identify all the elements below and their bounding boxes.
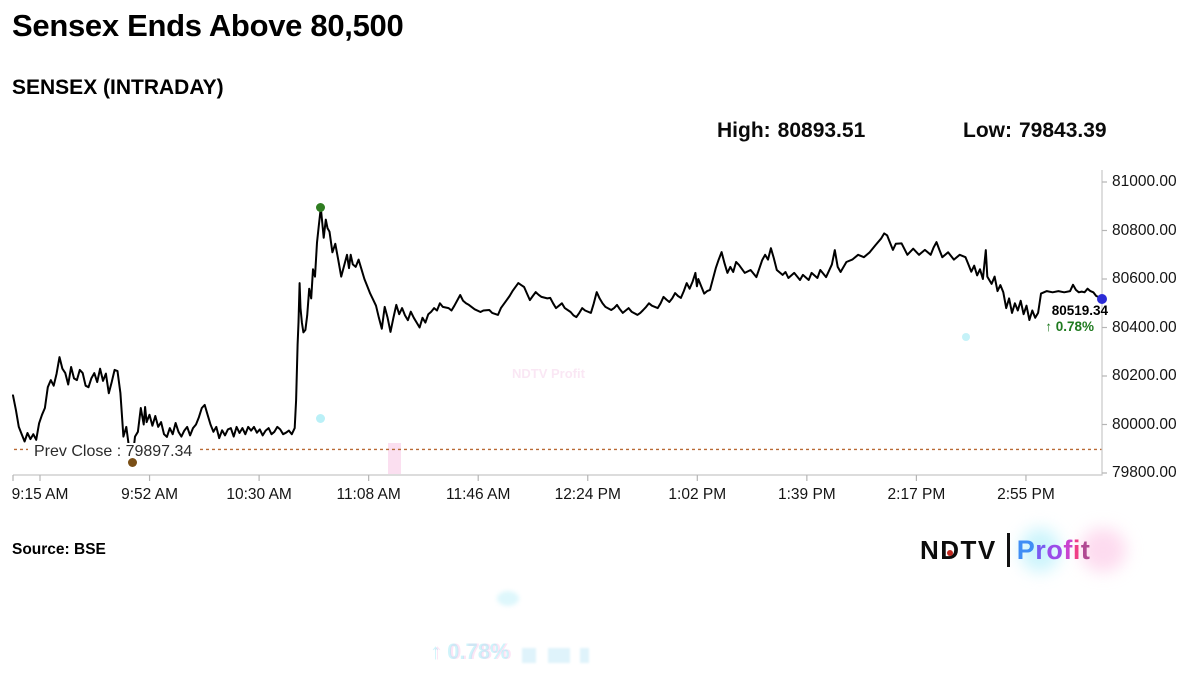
chart-subtitle: SENSEX (INTRADAY)	[12, 76, 224, 99]
x-axis-tick-label: 9:52 AM	[121, 486, 178, 503]
last-change-value: ↑ 0.78%	[1045, 318, 1094, 334]
ndtv-profit-logo: NDTV Profit	[920, 528, 1126, 572]
high-readout: High: 80893.51	[717, 119, 865, 143]
prev-close-label: Prev Close : 79897.34	[28, 443, 199, 461]
high-label: High:	[717, 119, 771, 142]
last-price-value: 80519.34	[1051, 303, 1108, 318]
low-value: 79843.39	[1018, 119, 1107, 142]
y-axis-tick-label: 80600.00	[1112, 270, 1177, 287]
x-axis-tick-label: 12:24 PM	[554, 486, 621, 503]
low-readout: Low: 79843.39	[963, 119, 1107, 143]
low-dot	[127, 457, 137, 467]
x-axis-tick-label: 10:30 AM	[226, 486, 292, 503]
logo-separator-bar	[1006, 533, 1010, 567]
page-title: Sensex Ends Above 80,500	[12, 8, 404, 43]
x-axis-tick-label: 2:17 PM	[887, 486, 946, 503]
high-value: 80893.51	[777, 119, 866, 142]
low-label: Low:	[963, 119, 1012, 142]
x-axis-tick-label: 11:46 AM	[446, 486, 511, 503]
y-axis-tick-label: 80800.00	[1112, 221, 1177, 239]
x-axis-tick-label: 2:55 PM	[997, 486, 1055, 503]
y-axis-tick-label: 80400.00	[1112, 318, 1177, 336]
y-axis-tick-label: 81000.00	[1112, 173, 1177, 190]
last-dot	[1097, 293, 1107, 304]
x-axis-tick-label: 11:08 AM	[336, 486, 401, 503]
source-label: Source: BSE	[12, 541, 106, 558]
profit-logo-text: Profit	[1016, 534, 1091, 565]
x-axis-tick-label: 1:02 PM	[668, 486, 727, 503]
y-axis-tick-label: 80200.00	[1112, 367, 1177, 384]
last-price-readout: 80519.34 ↑ 0.78%	[1018, 303, 1108, 335]
logo-glow-pink	[1080, 528, 1126, 572]
y-axis-tick-label: 79800.00	[1112, 464, 1177, 481]
x-axis-tick-label: 1:39 PM	[777, 486, 836, 503]
ndtv-logo-text: NDTV	[920, 534, 997, 565]
y-axis-tick-label: 80000.00	[1112, 415, 1177, 433]
ndtv-red-dot-icon	[947, 549, 953, 556]
logo-glow-cyan	[1020, 528, 1060, 572]
high-dot	[316, 203, 326, 213]
x-axis-tick-label: 9:15 AM	[11, 486, 69, 503]
